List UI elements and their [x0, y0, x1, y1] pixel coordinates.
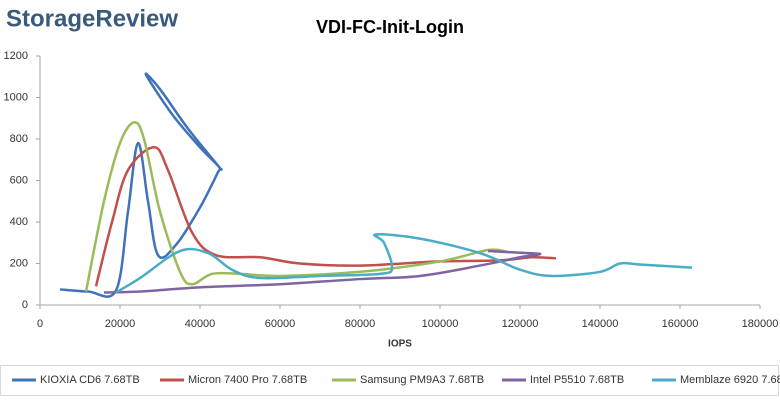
x-tick-label: 180000 — [742, 318, 779, 330]
x-tick-label: 120000 — [502, 318, 539, 330]
legend-label: Samsung PM9A3 7.68TB — [360, 374, 484, 386]
y-tick-label: 1000 — [4, 91, 28, 103]
x-tick-label: 0 — [37, 318, 43, 330]
y-tick-label: 200 — [10, 257, 28, 269]
logo: StorageReview — [6, 5, 178, 32]
y-tick-label: 0 — [22, 299, 28, 311]
x-tick-label: 20000 — [105, 318, 136, 330]
y-tick-label: 400 — [10, 216, 28, 228]
legend-box — [0, 365, 779, 396]
y-tick-label: 600 — [10, 174, 28, 186]
x-tick-label: 40000 — [185, 318, 216, 330]
legend-label: Intel P5510 7.68TB — [530, 374, 624, 386]
legend-label: KIOXIA CD6 7.68TB — [40, 374, 140, 386]
series-line — [84, 121, 509, 292]
x-tick-label: 60000 — [265, 318, 296, 330]
series-line — [103, 249, 542, 294]
x-axis-label: IOPS — [388, 339, 412, 350]
legend-label: Memblaze 6920 7.68TB — [680, 374, 780, 386]
series-line — [94, 146, 557, 287]
y-tick-label: 800 — [10, 133, 28, 145]
x-tick-label: 100000 — [422, 318, 459, 330]
legend-label: Micron 7400 Pro 7.68TB — [188, 374, 307, 386]
series-line — [59, 72, 223, 298]
x-tick-label: 160000 — [662, 318, 699, 330]
series-line — [115, 233, 693, 294]
y-tick-label: 1200 — [4, 50, 28, 62]
chart-title: VDI-FC-Init-Login — [316, 17, 464, 37]
x-tick-label: 140000 — [582, 318, 619, 330]
x-tick-label: 80000 — [345, 318, 376, 330]
